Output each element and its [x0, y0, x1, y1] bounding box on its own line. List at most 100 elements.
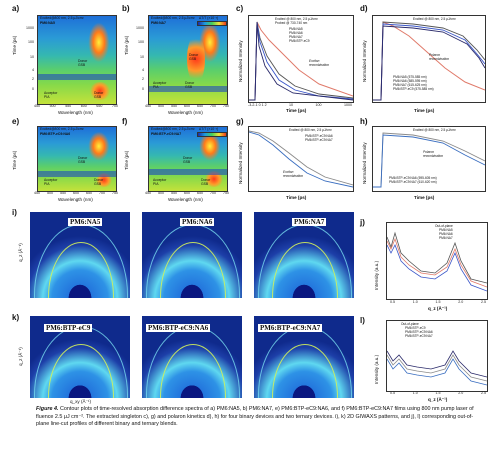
kinetics-curves-d: [373, 21, 485, 101]
y-axis-title-c: Normalized Intensity: [238, 40, 243, 82]
x-tick: 450: [145, 104, 151, 108]
x-axis-title-l: q_z (Å⁻¹): [428, 397, 448, 402]
legend-item: PM6:NA6: [289, 31, 303, 35]
contour-map-e: Excited@800 nm, 2.5 μJ/cm² PM6:BTP-eC9:N…: [37, 126, 117, 192]
kinetics-plot-g: Excited @ 800 nm, 2.5 μJ/cm² PM6:BTP-eC9…: [248, 126, 354, 192]
x-tick: 2.5: [481, 300, 486, 304]
x-tick: 100: [315, 103, 322, 107]
x-axis-title-e: Wavelength (nm): [58, 197, 93, 202]
kinetics-plot-c: Excited @ 800 nm, 2.5 μJ/cm² Probed @ 73…: [248, 15, 354, 103]
donor2-label: Donor GSB: [201, 178, 211, 186]
x-tick: 700: [111, 104, 118, 108]
legend-item: PM6:NA7: [289, 35, 303, 39]
x-tick: 500: [158, 104, 164, 108]
donor-label: Donor GSB: [189, 53, 199, 61]
donor2-label: Donor GSB: [185, 81, 195, 89]
x-axis-title-h: Time (ps): [414, 195, 435, 200]
panel-label-e: e): [12, 117, 20, 126]
kinetics-curves-h: [373, 132, 485, 188]
x-tick: 550: [171, 191, 177, 195]
x-tick: 450: [34, 191, 40, 195]
curve-na5: [387, 231, 487, 284]
legend-item: PM6:BTP-eC9:NA7: [305, 138, 333, 142]
curve-t7: [373, 134, 485, 188]
hot-spot: [205, 171, 223, 187]
legend-item: PM6:NA5 (575-585 nm): [393, 75, 427, 79]
y-tick: 2: [142, 77, 144, 81]
kinetics-plot-h: Excited @ 800 nm, 2.5 μJ/cm² Polaron rec…: [372, 126, 486, 192]
map-sample: PM6:NA7: [151, 21, 166, 25]
giwaxs-sample-label: PM6:BTP-eC9: [44, 324, 93, 332]
panel-label-f: f): [122, 117, 128, 126]
x-axis-title-c: Time (ps): [286, 108, 307, 113]
giwaxs-pattern: PM6:NA6: [142, 212, 242, 298]
cool-band: [38, 171, 116, 177]
x-tick: 750: [223, 104, 229, 108]
kinetics-curves-c: [249, 21, 353, 101]
kinetics-curves-g: [249, 130, 353, 188]
x-tick: 550: [65, 104, 72, 108]
x-axis-title-a: Wavelength (nm): [58, 110, 93, 115]
legend-item: PM6:NA7: [439, 236, 453, 240]
x-tick: 600: [184, 191, 190, 195]
caption-lead: Figure 4.: [36, 406, 59, 412]
y-tick: 10: [30, 55, 34, 59]
legend-item: PM6:NA7 (615-625 nm): [393, 83, 427, 87]
x-tick: 650: [197, 191, 203, 195]
curve-t6: [387, 354, 487, 382]
x-axis-title-b: Wavelength (nm): [168, 110, 203, 115]
acceptor-label: Acceptor PIA: [153, 178, 167, 186]
x-tick: 500: [47, 191, 53, 195]
map-header: Excited@800 nm, 2.5 μJ/cm²: [40, 127, 84, 131]
x-tick: 650: [86, 191, 92, 195]
panel-label-i: i): [12, 208, 17, 217]
y-tick: 4: [142, 68, 144, 72]
giwaxs-sample-label: PM6:NA6: [180, 218, 215, 226]
legend-item: PM6:BTP-eC9:NA6: [305, 134, 333, 138]
legend-item: PM6:BTP-eC9:NA7: [405, 334, 433, 338]
giwaxs-pattern: PM6:BTP-eC9:NA6: [142, 316, 242, 398]
color-scale-bar: [197, 132, 227, 137]
x-tick: 550: [60, 191, 66, 195]
x-ticks-l: 0.5 1.0 1.5 2.0 2.5: [390, 391, 486, 395]
x-tick: 1.0: [412, 300, 418, 304]
caption-text: Contour plots of time-resolved absorptio…: [36, 406, 474, 427]
x-axis-title-g: Time (ps): [286, 195, 307, 200]
panel-label-j: j): [360, 218, 365, 227]
x-tick: 650: [96, 104, 103, 108]
x-ticks-e: 450 500 550 600 650 700 750: [34, 191, 118, 195]
x-tick: 700: [99, 191, 105, 195]
map-header: Excited@800 nm, 2.5 μJ/cm²: [40, 16, 84, 20]
x-tick: 750: [223, 191, 229, 195]
y-axis-title-k: q_z (Å⁻¹): [18, 347, 23, 366]
plot-note: Exciton recombination: [309, 59, 330, 67]
y-axis-title-l: Intensity (a.u.): [374, 354, 379, 384]
x-ticks-a: 450 500 550 600 650 700: [34, 104, 118, 108]
plot-header: Excited @ 800 nm, 2.5 μJ/cm²: [413, 128, 456, 132]
map-scale: ΔT/T (×10⁻³): [199, 127, 219, 131]
panel-label-g: g): [236, 117, 244, 126]
x-tick: 2.5: [481, 391, 486, 395]
curve-na7: [387, 244, 487, 292]
panel-label-d: d): [360, 4, 368, 13]
panel-label-a: a): [12, 4, 20, 13]
x-axis-title-f: Wavelength (nm): [168, 197, 203, 202]
plot-note: Polaron recombination: [423, 150, 444, 158]
y-axis-title-h: Normalized Intensity: [362, 142, 367, 184]
x-tick: 1000: [343, 103, 352, 107]
x-tick: 600: [184, 104, 190, 108]
x-tick: 450: [34, 104, 40, 108]
x-tick: 500: [49, 104, 56, 108]
x-tick: 10: [289, 103, 294, 107]
plot-header: Excited @ 800 nm, 2.5 μJ/cm²: [289, 128, 332, 132]
legend-item: PM6:BTP-eC9:NA7 (610-620 nm): [389, 180, 437, 184]
donor-label: Donor GSB: [183, 156, 193, 164]
y-tick: 10: [140, 55, 144, 59]
map-header: Excited@800 nm, 2.5 μJ/cm²: [151, 127, 195, 131]
linecut-curves-j: [387, 231, 487, 292]
giwaxs-sample-label: PM6:NA5: [68, 218, 103, 226]
legend-item: PM6:BTP-eC9 (575-585 nm): [393, 87, 434, 91]
x-axis-title-j: q_z (Å⁻¹): [428, 306, 448, 311]
panel-label-b: b): [122, 4, 130, 13]
legend-title: Out-of-plane: [401, 322, 419, 326]
